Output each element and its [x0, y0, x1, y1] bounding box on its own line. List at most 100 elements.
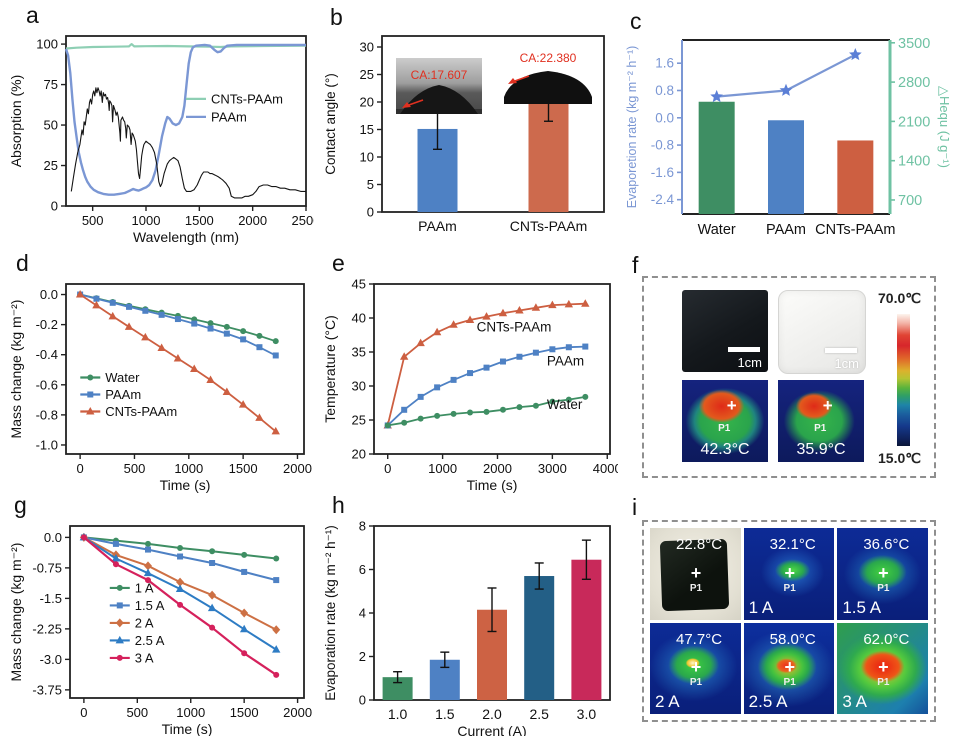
colorbar-max-label: 70.0℃ — [878, 290, 921, 306]
svg-text:2000: 2000 — [283, 705, 312, 720]
panel-g: g 0 500 1000 1500 2000 0.0 -0.75 -1.5 -2.25 -3.0 -… — [6, 492, 314, 736]
contact-angle-chart: 0 5 10 15 20 25 30 PAAm CNTs-PAAm Contact angle (… — [320, 12, 618, 261]
point-label: P1 — [877, 582, 890, 594]
svg-text:45: 45 — [352, 277, 366, 292]
thermal-cell: 47.7°C + P1 2 A — [650, 622, 741, 714]
crosshair-marker: + — [784, 562, 795, 583]
current-label: 1 A — [748, 597, 774, 617]
current-label: 3 A — [842, 692, 867, 711]
svg-text:-0.8: -0.8 — [651, 138, 674, 153]
panel-letter-e: e — [332, 250, 345, 276]
svg-text:1.5: 1.5 — [435, 706, 455, 722]
panel-f-box: 1cm 1cm + P1 42.3°C + P1 35.9°C 70.0℃ 15… — [642, 276, 936, 478]
svg-text:50: 50 — [44, 118, 58, 133]
svg-text:500: 500 — [82, 213, 104, 228]
panel-i: i 22.8°C + P1 32.1°C + P1 1 A 36.6°C + P1 1.5 A 47.… — [622, 492, 950, 734]
cnts-paam-sample-photo: 1cm — [682, 290, 768, 372]
svg-text:2: 2 — [359, 649, 366, 664]
svg-text:2000: 2000 — [238, 213, 267, 228]
paam-sample-photo: 1cm — [778, 290, 866, 374]
svg-text:-1.6: -1.6 — [651, 165, 674, 180]
svg-text:25: 25 — [44, 158, 58, 173]
svg-text:10: 10 — [360, 150, 374, 165]
temperature-time-chart: 0 1000 2000 3000 4000 20 25 30 35 40 45 Time (s) Tem… — [320, 264, 622, 509]
panel-b: b 0 5 10 15 20 25 30 PAAm CNTs-PAAm Contact angle… — [320, 2, 618, 248]
crosshair-marker: + — [878, 562, 889, 583]
svg-text:100: 100 — [36, 37, 58, 52]
thermal-cell: 62.0°C + P1 3 A — [837, 622, 928, 714]
panel-letter-g: g — [14, 492, 27, 518]
svg-text:PAAm: PAAm — [418, 218, 457, 234]
crosshair-marker: + — [726, 396, 737, 416]
svg-text:2000: 2000 — [483, 461, 512, 476]
svg-text:0: 0 — [77, 461, 84, 476]
svg-text:2 A: 2 A — [135, 615, 154, 630]
svg-text:CA:17.607: CA:17.607 — [411, 68, 468, 82]
svg-text:1 A: 1 A — [135, 580, 154, 595]
svg-text:-2.4: -2.4 — [651, 192, 675, 207]
point-label: P1 — [783, 677, 796, 689]
chart-e-svg: 0 1000 2000 3000 4000 20 25 30 35 40 45 Time (s) Tem… — [322, 277, 622, 494]
svg-text:4000: 4000 — [593, 461, 618, 476]
svg-text:CNTs-PAAm: CNTs-PAAm — [105, 404, 177, 419]
panel-letter-c: c — [630, 8, 642, 34]
mass-change-solar-chart: 0 500 1000 1500 2000 0.0 -0.2 -0.4 -0.6 -0.8 -1.0 T… — [6, 264, 314, 509]
svg-text:PAAm: PAAm — [766, 222, 806, 238]
svg-text:20: 20 — [352, 447, 366, 462]
svg-text:-3.0: -3.0 — [40, 652, 62, 667]
point-label: P1 — [814, 422, 827, 434]
svg-text:2100: 2100 — [898, 114, 930, 130]
svg-text:-0.8: -0.8 — [36, 407, 58, 422]
svg-text:-0.4: -0.4 — [36, 347, 58, 362]
svg-text:0.0: 0.0 — [655, 110, 674, 125]
svg-text:-0.6: -0.6 — [36, 377, 58, 392]
panel-e: e 0 1000 2000 3000 4000 20 25 30 35 40 45 Time (s) T… — [320, 250, 622, 493]
svg-text:35: 35 — [352, 345, 366, 360]
svg-text:PAAm: PAAm — [105, 387, 141, 402]
thermal-cell: 36.6°C + P1 1.5 A — [837, 528, 928, 620]
svg-text:0.8: 0.8 — [655, 83, 674, 98]
mass-change-current-chart: 0 500 1000 1500 2000 0.0 -0.75 -1.5 -2.25 -3.0 -3.… — [6, 506, 314, 736]
svg-text:CA:22.380: CA:22.380 — [520, 51, 577, 65]
svg-text:Water: Water — [698, 222, 736, 238]
svg-text:500: 500 — [124, 461, 146, 476]
panel-c: c 1.6 0.8 0.0 -0.8 -1.6 -2.4 3500 2800 2100 1400 7… — [622, 2, 952, 248]
panel-letter-f: f — [632, 252, 639, 278]
svg-text:0: 0 — [80, 705, 87, 720]
svg-text:2000: 2000 — [283, 461, 312, 476]
point-label: P1 — [877, 677, 890, 689]
panel-d: d 0 500 1000 1500 2000 0.0 -0.2 -0.4 -0.6 -0.8 -1.… — [6, 250, 314, 493]
svg-text:Time (s): Time (s) — [162, 721, 213, 736]
svg-text:Absorption (%): Absorption (%) — [8, 75, 24, 168]
svg-text:Mass change (kg m⁻²): Mass change (kg m⁻²) — [8, 300, 24, 439]
thermal-image-paam: + P1 35.9°C — [778, 380, 864, 462]
chart-c-svg: 1.6 0.8 0.0 -0.8 -1.6 -2.4 3500 2800 2100 1400 700… — [625, 36, 952, 238]
svg-text:Current (A): Current (A) — [457, 723, 526, 736]
svg-text:1500: 1500 — [230, 705, 259, 720]
svg-text:6: 6 — [359, 562, 366, 577]
point-label: P1 — [718, 422, 731, 434]
svg-text:Evaporation rate (kg m⁻² h⁻¹): Evaporation rate (kg m⁻² h⁻¹) — [323, 525, 338, 701]
current-label: 1.5 A — [842, 597, 882, 617]
svg-text:CNTs-PAAm: CNTs-PAAm — [815, 222, 895, 238]
svg-text:0: 0 — [384, 461, 391, 476]
evaporation-enthalpy-chart: 1.6 0.8 0.0 -0.8 -1.6 -2.4 3500 2800 2100 1400 700… — [622, 14, 952, 263]
temperature-reading: 47.7°C — [675, 630, 723, 648]
chart-b-svg: 0 5 10 15 20 25 30 PAAm CNTs-PAAm Contact angle (… — [323, 35, 605, 234]
svg-text:1000: 1000 — [176, 705, 205, 720]
svg-text:3.0: 3.0 — [577, 706, 597, 722]
scale-label: 1cm — [737, 355, 762, 370]
panel-i-box: 22.8°C + P1 32.1°C + P1 1 A 36.6°C + P1 1.5 A 47.7°… — [642, 520, 936, 722]
svg-text:1000: 1000 — [428, 461, 457, 476]
svg-text:PAAm: PAAm — [547, 354, 584, 369]
panel-letter-i: i — [632, 494, 638, 520]
svg-text:CNTs-PAAm: CNTs-PAAm — [510, 218, 588, 234]
svg-text:2.5 A: 2.5 A — [135, 633, 165, 648]
svg-text:-0.2: -0.2 — [36, 317, 58, 332]
svg-text:1500: 1500 — [229, 461, 258, 476]
svg-text:Time (s): Time (s) — [467, 477, 518, 493]
current-label: 2.5 A — [748, 692, 788, 711]
evaporation-rate-current-chart: 0 2 4 6 8 1.0 1.5 2.0 2.5 3.0 Current (A) Evaporati… — [320, 506, 618, 736]
